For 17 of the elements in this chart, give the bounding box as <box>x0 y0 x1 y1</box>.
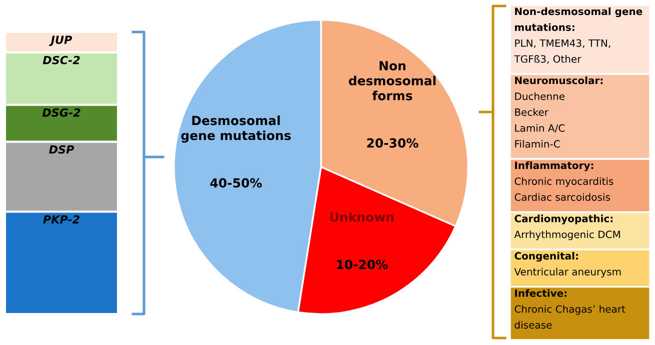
text: 40-50% <box>210 178 262 188</box>
text: Non-desmosomal gene mutations: PLN, TMEM43, TTN, TGFß3, Other <box>514 7 642 64</box>
text: 20-30% <box>367 138 418 148</box>
series-label: DSG-2 <box>42 108 80 117</box>
series-label: DSC-2 <box>42 56 80 64</box>
series-label: DSP <box>49 145 74 154</box>
text: 10-20% <box>337 260 388 270</box>
text: Congenital: Ventricular aneurysm <box>514 252 621 278</box>
slice-label: Unknown <box>330 212 394 222</box>
series-label: JUP <box>49 36 72 46</box>
text: Infective: Chronic Chagas’ heart disease <box>514 289 626 329</box>
series-label: PKP-2 <box>43 215 80 224</box>
slice-label: Desmosomal gene mutations <box>181 116 291 143</box>
slice-label: Non desmosomal forms <box>348 61 436 100</box>
text: Cardiomyopathic: Arrhythmogenic DCM <box>514 214 620 240</box>
text: Inflammatory: Chronic myocarditis Cardiac sarcoidosis <box>514 161 614 201</box>
text: Neuromuscolar: Duchenne Becker Lamin A/C Filamin-C <box>515 76 603 148</box>
